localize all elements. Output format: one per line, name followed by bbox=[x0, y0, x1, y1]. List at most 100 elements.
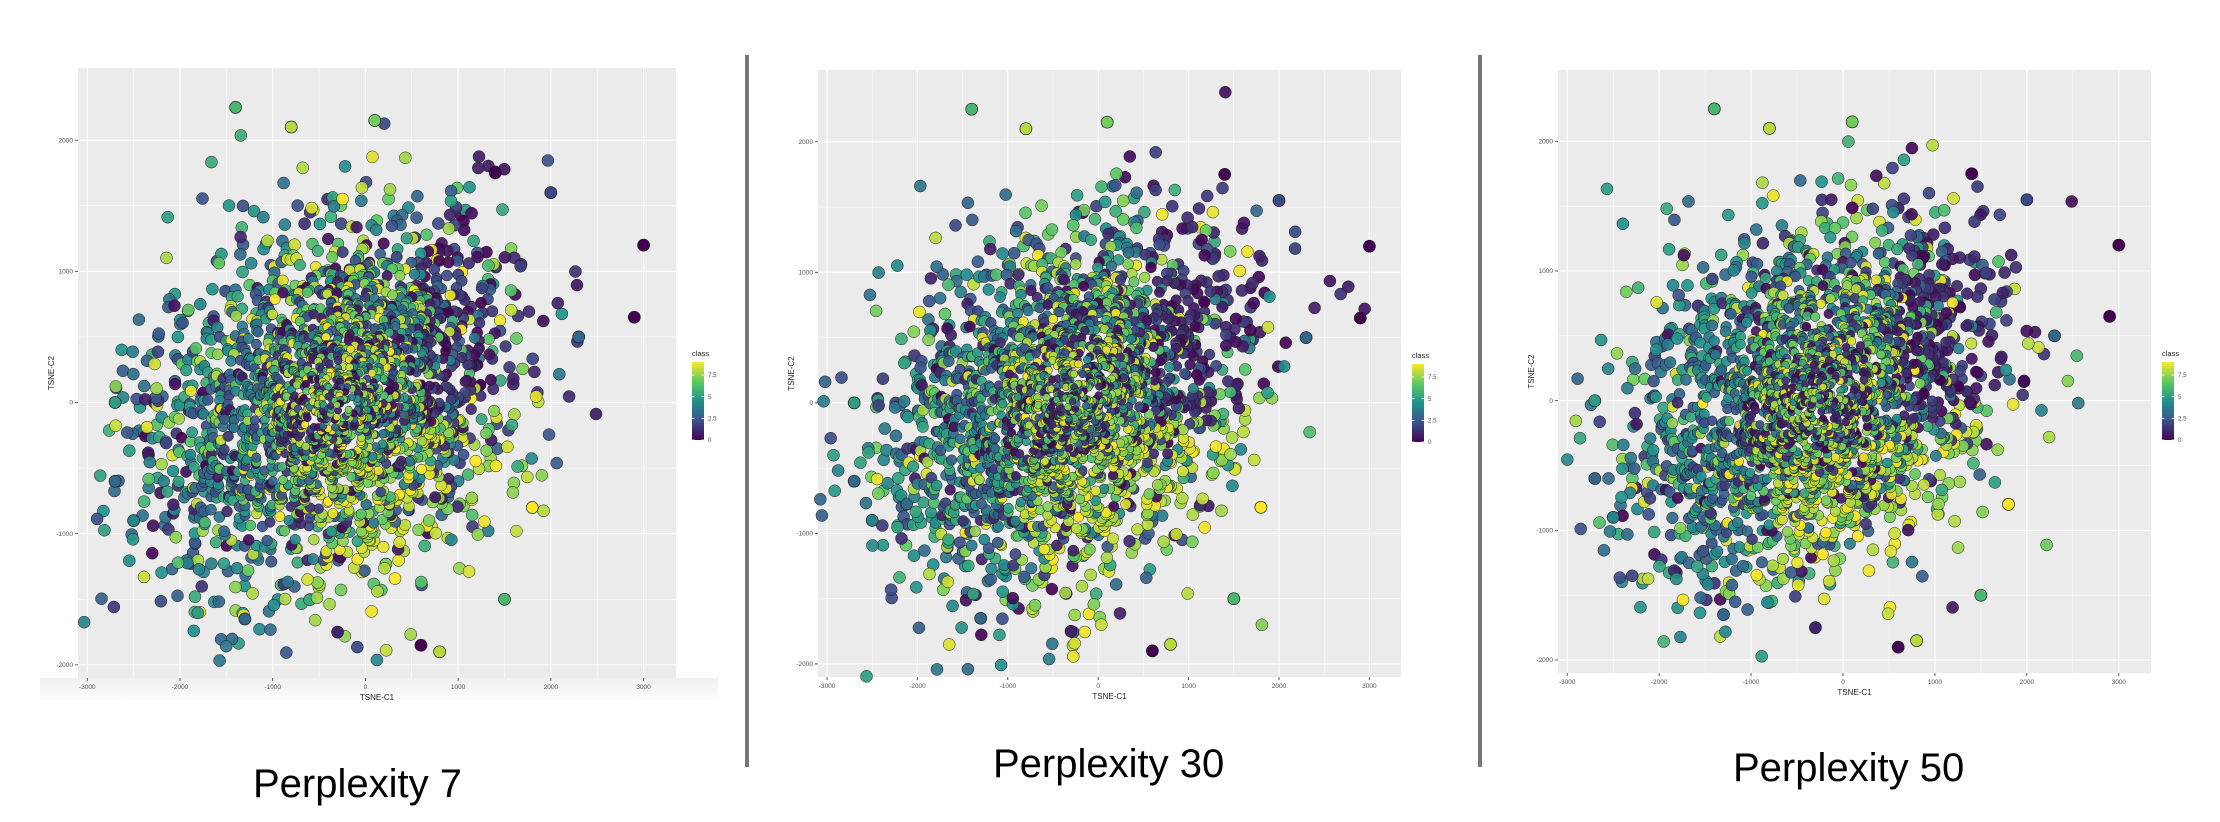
data-point bbox=[1288, 225, 1302, 239]
data-point bbox=[146, 519, 160, 532]
data-point bbox=[465, 206, 478, 220]
x-tick-label: 3000 bbox=[636, 684, 651, 691]
data-point bbox=[1130, 186, 1143, 199]
data-point bbox=[123, 554, 136, 567]
data-point bbox=[137, 495, 151, 508]
data-point bbox=[1042, 652, 1056, 666]
data-point bbox=[1220, 328, 1232, 341]
data-point bbox=[126, 345, 139, 359]
data-point bbox=[922, 333, 935, 347]
data-point bbox=[1038, 543, 1050, 555]
data-point bbox=[274, 511, 286, 522]
data-point bbox=[321, 332, 331, 342]
data-point bbox=[1238, 363, 1252, 376]
data-point bbox=[465, 508, 479, 522]
data-point bbox=[504, 303, 518, 317]
data-point bbox=[336, 192, 349, 206]
data-point bbox=[475, 413, 488, 426]
tsne-scatter-chart: -3000 -2000 -1000 0 1000 2000 3000-2000-100001… bbox=[40, 68, 718, 700]
data-point bbox=[1011, 471, 1021, 481]
data-point bbox=[999, 188, 1012, 201]
data-point bbox=[229, 580, 242, 594]
data-point bbox=[416, 435, 428, 447]
data-point bbox=[507, 372, 520, 385]
data-point bbox=[184, 448, 197, 461]
data-point bbox=[955, 621, 968, 634]
data-point bbox=[1157, 535, 1170, 549]
data-point bbox=[901, 410, 914, 424]
data-point bbox=[1084, 568, 1097, 582]
data-point bbox=[160, 251, 173, 265]
data-point bbox=[1186, 535, 1199, 549]
data-point bbox=[1109, 205, 1122, 218]
data-point bbox=[475, 297, 487, 309]
x-tick-label: 0 bbox=[364, 684, 368, 691]
data-point bbox=[278, 218, 292, 231]
data-point bbox=[234, 230, 247, 244]
data-point bbox=[961, 196, 975, 210]
data-point bbox=[150, 382, 163, 395]
data-point bbox=[457, 448, 470, 461]
data-point bbox=[1224, 448, 1237, 461]
data-point bbox=[1087, 598, 1101, 611]
data-point bbox=[251, 452, 262, 463]
data-point bbox=[1134, 402, 1144, 412]
data-point bbox=[336, 246, 349, 258]
data-point bbox=[627, 310, 641, 324]
legend-title: class bbox=[692, 349, 709, 358]
data-point bbox=[994, 291, 1006, 303]
data-point bbox=[368, 114, 382, 127]
data-point bbox=[1108, 500, 1120, 512]
data-point bbox=[151, 345, 165, 358]
data-point bbox=[878, 422, 892, 435]
data-point bbox=[1078, 625, 1092, 639]
data-point bbox=[355, 194, 368, 208]
data-point bbox=[1170, 528, 1183, 541]
data-point bbox=[907, 549, 921, 562]
data-point bbox=[1113, 607, 1127, 620]
data-point bbox=[90, 512, 104, 526]
data-point bbox=[1131, 523, 1144, 536]
data-point bbox=[394, 270, 406, 282]
data-point bbox=[157, 475, 170, 488]
data-point bbox=[202, 394, 214, 406]
data-point bbox=[862, 446, 875, 459]
data-point bbox=[909, 505, 922, 518]
data-point bbox=[1083, 543, 1096, 556]
data-point bbox=[280, 646, 293, 659]
data-point bbox=[1003, 502, 1014, 514]
data-point bbox=[296, 161, 309, 175]
data-point bbox=[1237, 425, 1250, 439]
data-point bbox=[212, 348, 224, 361]
data-point bbox=[1114, 274, 1126, 286]
data-point bbox=[872, 399, 885, 412]
data-point bbox=[895, 532, 908, 545]
data-point bbox=[169, 531, 183, 544]
data-point bbox=[289, 534, 301, 546]
data-point bbox=[230, 309, 242, 322]
data-point bbox=[445, 533, 458, 547]
x-tick-label: -3000 bbox=[79, 684, 96, 691]
data-point bbox=[205, 503, 217, 516]
data-point bbox=[912, 621, 926, 635]
data-point bbox=[143, 455, 157, 469]
data-point bbox=[478, 515, 491, 528]
data-point bbox=[1122, 258, 1134, 270]
data-point bbox=[184, 384, 197, 397]
data-point bbox=[1042, 501, 1053, 512]
data-point bbox=[511, 460, 524, 473]
data-point bbox=[142, 472, 155, 486]
data-point bbox=[291, 556, 304, 569]
data-point bbox=[222, 199, 236, 212]
data-point bbox=[462, 565, 476, 578]
data-point bbox=[276, 274, 289, 287]
data-point bbox=[930, 663, 944, 676]
data-point bbox=[176, 316, 189, 330]
data-point bbox=[503, 361, 516, 374]
data-point bbox=[1212, 270, 1225, 283]
data-point bbox=[943, 355, 955, 367]
data-point bbox=[1182, 295, 1194, 307]
data-point bbox=[942, 278, 955, 291]
data-point bbox=[444, 326, 456, 338]
data-point bbox=[192, 563, 206, 576]
